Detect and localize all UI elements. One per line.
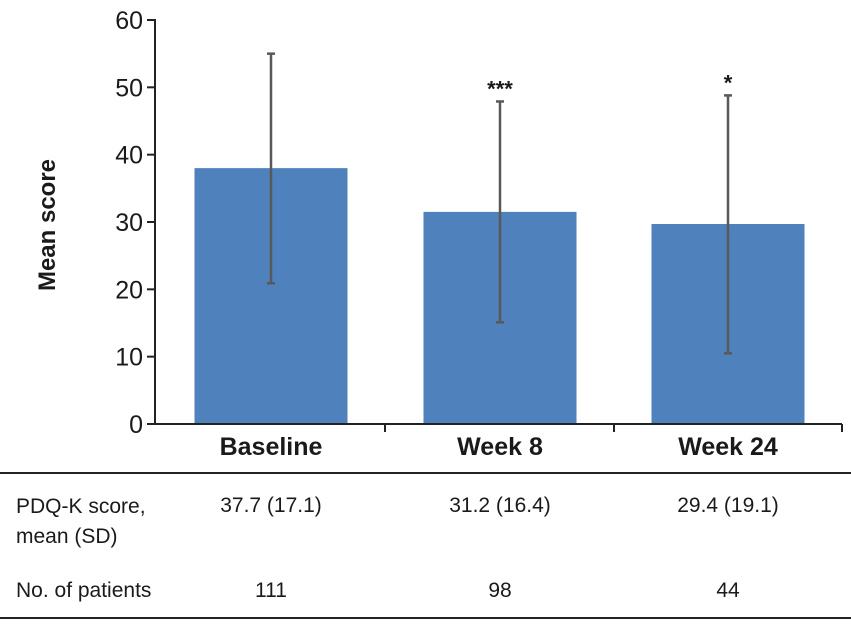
significance-marker-week-24: * xyxy=(724,70,733,95)
score-week-24: 29.4 (19.1) xyxy=(677,494,779,517)
y-axis-label: Mean score xyxy=(34,158,61,292)
y-tick-label-20: 20 xyxy=(115,276,143,304)
x-tick-label-baseline: Baseline xyxy=(220,433,323,461)
significance-marker-week-8: *** xyxy=(487,76,513,101)
y-tick-label-40: 40 xyxy=(115,142,143,170)
patients-row-label: No. of patients xyxy=(16,579,152,602)
table-bottom-rule xyxy=(0,617,851,619)
score-row-label: PDQ-K score, mean (SD) xyxy=(16,492,146,552)
patients-week-24: 44 xyxy=(716,579,740,602)
x-tick-label-week-24: Week 24 xyxy=(678,433,778,461)
y-tick-label-50: 50 xyxy=(115,74,143,102)
y-tick-label-30: 30 xyxy=(115,209,143,237)
score-row-label-line1: PDQ-K score, xyxy=(16,495,146,518)
table-top-rule xyxy=(0,472,851,474)
y-tick-label-0: 0 xyxy=(129,411,143,439)
score-week-8: 31.2 (16.4) xyxy=(449,494,551,517)
y-tick-label-60: 60 xyxy=(115,7,143,35)
y-axis-label-box: Mean score xyxy=(26,95,70,355)
patients-baseline: 111 xyxy=(255,579,287,602)
score-baseline: 37.7 (17.1) xyxy=(220,494,322,517)
x-tick-label-week-8: Week 8 xyxy=(457,433,543,461)
patients-week-8: 98 xyxy=(488,579,512,602)
score-row-label-line2: mean (SD) xyxy=(16,525,118,548)
y-tick-label-10: 10 xyxy=(115,344,143,372)
